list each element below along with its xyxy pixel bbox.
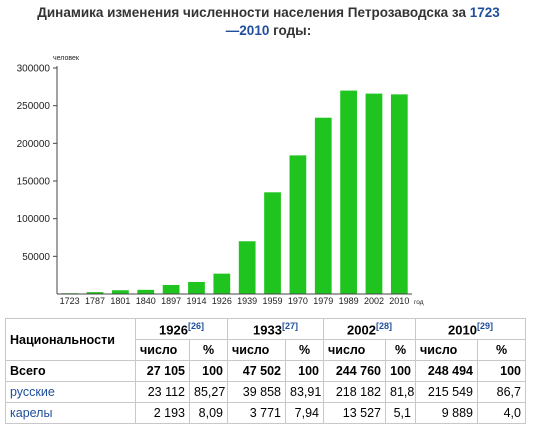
subheader-percent: % [285,339,324,361]
bar [390,94,408,294]
subheader-number: число [415,339,478,361]
nationalities-header: Национальности [5,318,136,361]
cell-percent: 4,0 [477,402,526,424]
cell-number: 9 889 [415,402,478,424]
cell-number: 39 858 [227,381,286,403]
title-year-from-link[interactable]: 1723 [469,5,500,20]
x-tick-label: 1959 [263,296,283,306]
cell-number: 13 527 [323,402,386,424]
x-tick-label: 2010 [389,296,409,306]
bar [112,290,129,294]
cell-number: 3 771 [227,402,286,424]
bar [314,117,332,294]
bar [162,284,180,294]
y-axis: человек 50000 100000 150000 200000 250000 3000… [17,55,80,294]
x-tick-label: 2002 [364,296,384,306]
y-axis-label: человек [53,55,80,62]
row-label-link[interactable]: карелы [5,402,136,424]
bar [213,273,231,294]
x-tick-label: 1979 [313,296,333,306]
population-chart: человек 50000 100000 150000 200000 250000 3000… [17,55,424,306]
cell-number: 244 760 [323,360,386,382]
subheader-number: число [323,339,386,361]
year-label: 1933 [253,322,282,338]
x-tick-label: 1970 [288,296,308,306]
bar [289,155,307,294]
bar [137,289,155,294]
cell-percent: 100 [477,360,526,382]
title-year-to-link[interactable]: 2010 [239,23,270,38]
title-suffix: годы: [269,23,312,38]
x-tick-label: 1840 [136,296,156,306]
subheader-number: число [227,339,286,361]
cell-percent: 85,27 [189,381,228,403]
x-tick-label: 1989 [339,296,359,306]
year-label: 2002 [347,322,376,338]
y-tick-label: 250000 [17,101,51,112]
table-row-russians: русские 23 112 85,27 39 858 83,91 218 18… [5,381,526,403]
cell-number: 215 549 [415,381,478,403]
x-axis: 1723 1787 1801 1840 1897 1914 1926 1939 1959 1970… [57,293,424,306]
bar [86,292,104,294]
x-tick-label: 1926 [212,296,232,306]
reference-link[interactable]: [27] [281,320,298,331]
cell-percent: 100 [385,360,416,382]
cell-percent: 8,09 [189,402,228,424]
cell-number: 47 502 [227,360,286,382]
subheader-number: число [135,339,190,361]
cell-percent: 83,91 [285,381,324,403]
x-tick-label: 1939 [237,296,257,306]
year-header-1926: 1926[26] [135,318,228,340]
x-tick-label: 1897 [161,296,181,306]
cell-percent: 81,8 [385,381,416,403]
title-dash: — [225,23,240,38]
subheader-percent: % [385,339,416,361]
table-header-row: Национальности 1926[26] 1933[27] 2002[28… [5,318,526,361]
year-header-2002: 2002[28] [323,318,416,340]
bar [365,93,383,294]
year-label: 2010 [448,322,477,338]
page-title: Динамика изменения численности населения… [0,4,537,40]
x-tick-label: 1787 [85,296,105,306]
reference-link[interactable]: [29] [476,320,493,331]
y-tick-label: 50000 [22,252,50,263]
row-label-link[interactable]: русские [5,381,136,403]
year-header-2010: 2010[29] [415,318,526,340]
bar [238,241,256,294]
cell-percent: 7,94 [285,402,324,424]
y-tick-label: 200000 [17,139,51,150]
reference-link[interactable]: [28] [375,320,392,331]
nationalities-table: Национальности 1926[26] 1933[27] 2002[28… [5,318,526,424]
bar [340,90,357,294]
subheader-percent: % [189,339,228,361]
bar [264,192,281,294]
year-header-1933: 1933[27] [227,318,324,340]
cell-number: 27 105 [135,360,190,382]
y-tick-label: 150000 [17,177,51,188]
table-row-karelians: карелы 2 193 8,09 3 771 7,94 13 527 5,1 … [5,402,526,424]
y-tick-label: 300000 [17,64,51,75]
cell-number: 2 193 [135,402,190,424]
cell-number: 248 494 [415,360,478,382]
x-tick-label: 1723 [60,296,80,306]
row-label: Всего [5,360,136,382]
x-tick-label: 1914 [186,296,206,306]
x-tick-label: 1801 [110,296,130,306]
x-axis-label: год [414,299,424,306]
cell-percent: 100 [285,360,324,382]
table-row-total: Всего 27 105 100 47 502 100 244 760 100 … [5,360,526,382]
cell-percent: 5,1 [385,402,416,424]
reference-link[interactable]: [26] [187,320,204,331]
y-tick-label: 100000 [17,214,51,225]
bars [61,90,408,294]
subheader-percent: % [477,339,526,361]
cell-percent: 100 [189,360,228,382]
title-text: Динамика изменения численности населения… [37,5,470,20]
bar [188,281,205,294]
year-label: 1926 [159,322,188,338]
cell-percent: 86,7 [477,381,526,403]
cell-number: 23 112 [135,381,190,403]
cell-number: 218 182 [323,381,386,403]
